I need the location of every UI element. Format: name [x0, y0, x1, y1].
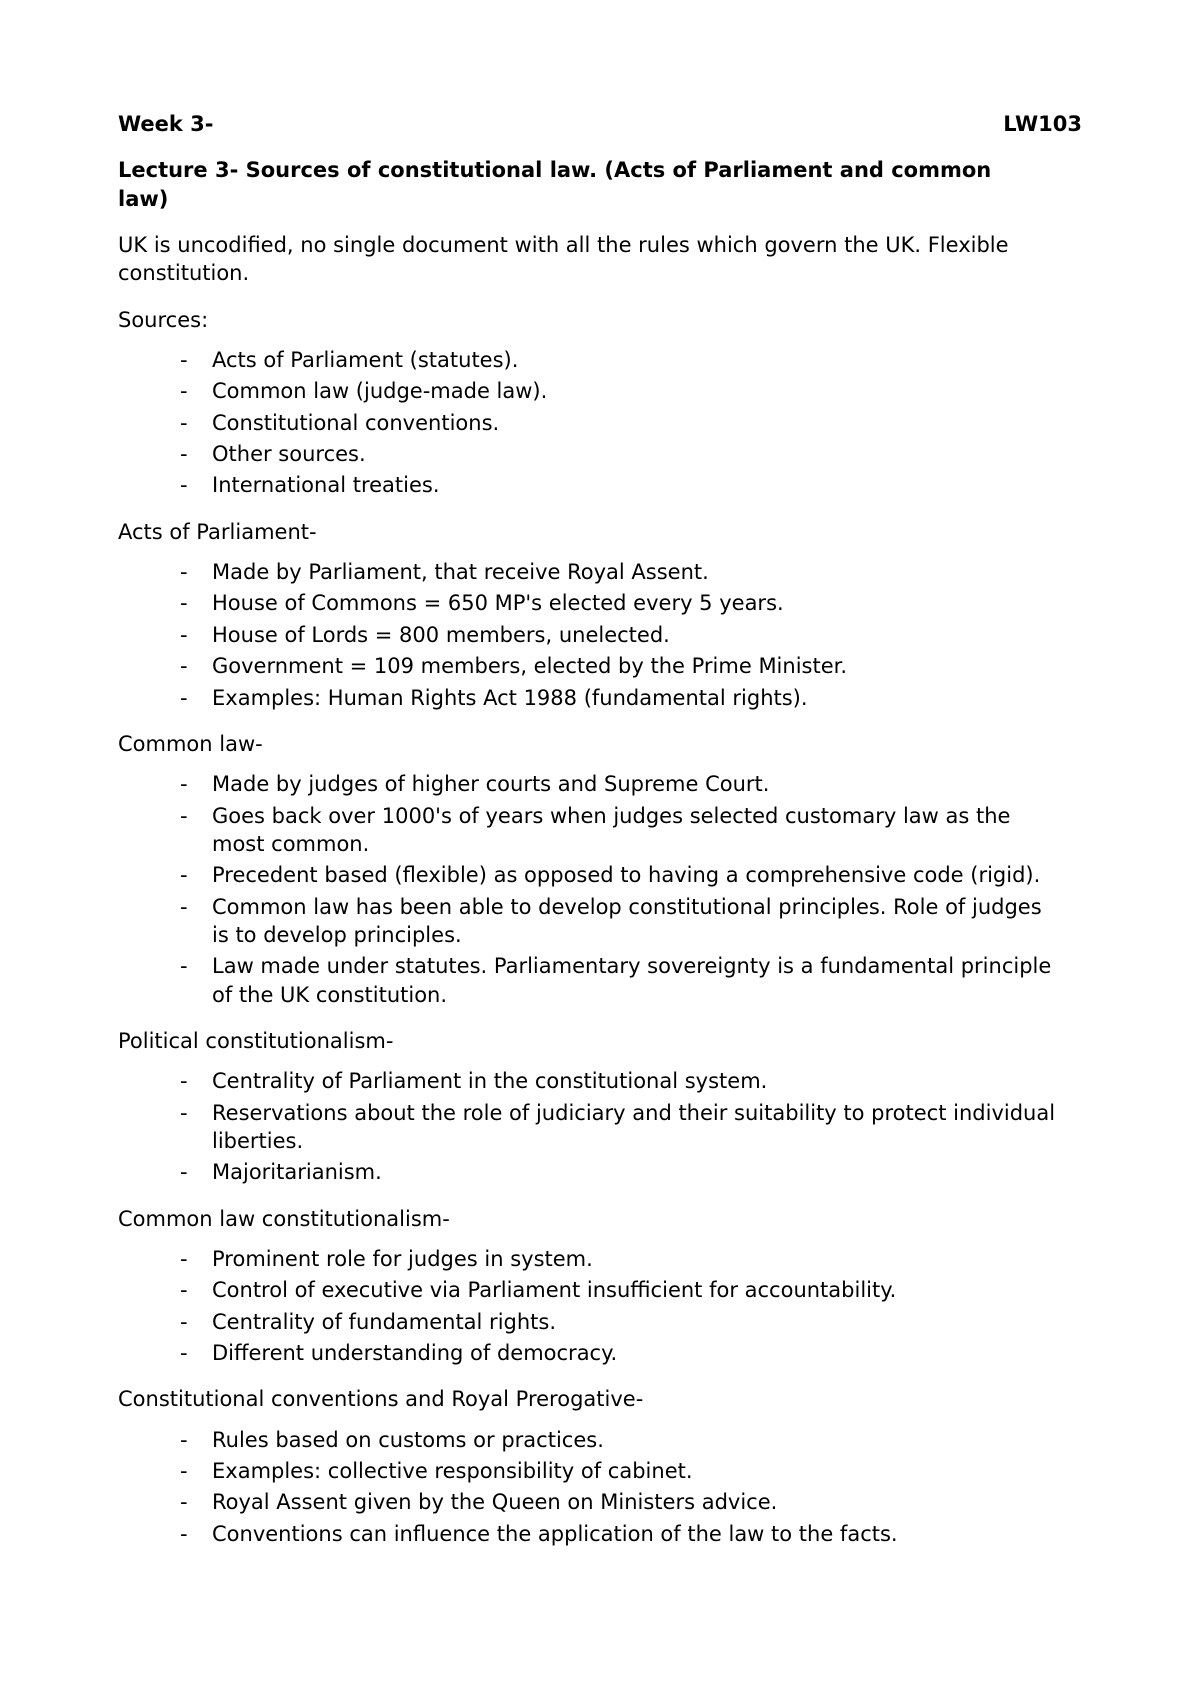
- list-item: House of Commons = 650 MP's elected ever…: [180, 589, 1058, 617]
- list-item: Constitutional conventions.: [180, 409, 1058, 437]
- list-item: Prominent role for judges in system.: [180, 1245, 1058, 1273]
- list-item: Acts of Parliament (statutes).: [180, 346, 1058, 374]
- section-political-list: Centrality of Parliament in the constitu…: [118, 1067, 1058, 1186]
- list-item: Common law has been able to develop cons…: [180, 893, 1058, 950]
- list-item: Control of executive via Parliament insu…: [180, 1276, 1058, 1304]
- header-course-code: LW103: [1003, 110, 1082, 138]
- section-sources-label: Sources:: [118, 306, 1082, 334]
- section-conventions-label: Constitutional conventions and Royal Pre…: [118, 1385, 1082, 1413]
- section-acts-list: Made by Parliament, that receive Royal A…: [118, 558, 1058, 712]
- list-item: Centrality of fundamental rights.: [180, 1308, 1058, 1336]
- list-item: Other sources.: [180, 440, 1058, 468]
- list-item: Centrality of Parliament in the constitu…: [180, 1067, 1058, 1095]
- section-conventions-list: Rules based on customs or practices. Exa…: [118, 1426, 1058, 1548]
- list-item: Different understanding of democracy.: [180, 1339, 1058, 1367]
- section-sources-list: Acts of Parliament (statutes). Common la…: [118, 346, 1058, 500]
- section-common-law-list: Made by judges of higher courts and Supr…: [118, 770, 1058, 1009]
- list-item: Rules based on customs or practices.: [180, 1426, 1058, 1454]
- section-political-label: Political constitutionalism-: [118, 1027, 1082, 1055]
- list-item: Made by judges of higher courts and Supr…: [180, 770, 1058, 798]
- section-acts-label: Acts of Parliament-: [118, 518, 1082, 546]
- list-item: Reservations about the role of judiciary…: [180, 1099, 1058, 1156]
- list-item: House of Lords = 800 members, unelected.: [180, 621, 1058, 649]
- list-item: Majoritarianism.: [180, 1158, 1058, 1186]
- list-item: Common law (judge-made law).: [180, 377, 1058, 405]
- section-cl-const-list: Prominent role for judges in system. Con…: [118, 1245, 1058, 1367]
- list-item: Royal Assent given by the Queen on Minis…: [180, 1488, 1058, 1516]
- section-cl-const-label: Common law constitutionalism-: [118, 1205, 1082, 1233]
- list-item: Precedent based (flexible) as opposed to…: [180, 861, 1058, 889]
- page-header: Week 3- LW103: [118, 110, 1082, 138]
- list-item: Made by Parliament, that receive Royal A…: [180, 558, 1058, 586]
- lecture-title: Lecture 3- Sources of constitutional law…: [118, 156, 998, 213]
- list-item: Government = 109 members, elected by the…: [180, 652, 1058, 680]
- list-item: Goes back over 1000's of years when judg…: [180, 802, 1058, 859]
- list-item: Law made under statutes. Parliamentary s…: [180, 952, 1058, 1009]
- list-item: International treaties.: [180, 471, 1058, 499]
- header-week: Week 3-: [118, 110, 214, 138]
- list-item: Examples: Human Rights Act 1988 (fundame…: [180, 684, 1058, 712]
- intro-paragraph: UK is uncodified, no single document wit…: [118, 231, 1078, 288]
- list-item: Examples: collective responsibility of c…: [180, 1457, 1058, 1485]
- list-item: Conventions can influence the applicatio…: [180, 1520, 1058, 1548]
- section-common-law-label: Common law-: [118, 730, 1082, 758]
